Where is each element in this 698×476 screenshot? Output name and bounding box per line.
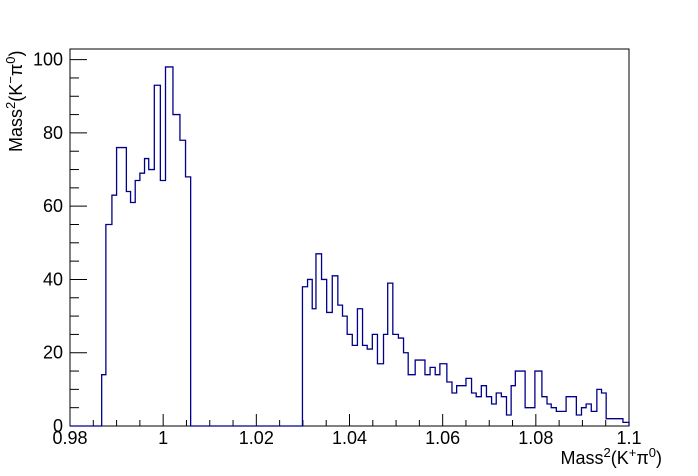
x-tick-label: 1.08 (518, 428, 553, 448)
x-tick-label: 1.02 (239, 428, 274, 448)
y-tick-label: 40 (43, 269, 63, 289)
x-tick-label: 1.06 (425, 428, 460, 448)
y-tick-label: 100 (33, 50, 63, 70)
x-axis-title: Mass2(K+π0) (561, 445, 663, 468)
y-tick-label: 0 (53, 416, 63, 436)
y-tick-label: 80 (43, 123, 63, 143)
y-axis-title: Mass2(K−π0) (3, 51, 26, 153)
histogram-outline (70, 66, 630, 427)
y-tick-label: 20 (43, 343, 63, 363)
x-tick-label: 1 (158, 428, 168, 448)
y-tick-label: 60 (43, 196, 63, 216)
x-tick-label: 0.98 (52, 428, 87, 448)
x-tick-label: 1.04 (332, 428, 367, 448)
x-tick-label: 1.1 (616, 428, 641, 448)
